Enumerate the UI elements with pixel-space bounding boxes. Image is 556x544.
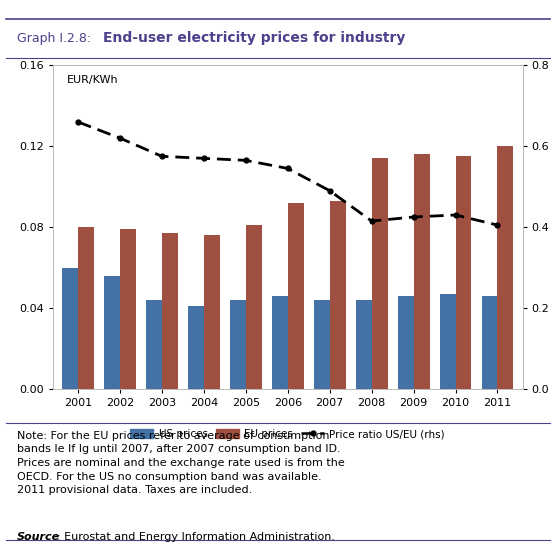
Text: : Eurostat and Energy Information Administration.: : Eurostat and Energy Information Admini… bbox=[57, 532, 335, 542]
Text: End-user electricity prices for industry: End-user electricity prices for industry bbox=[103, 31, 405, 45]
Bar bbox=[356, 300, 371, 389]
Text: Source: Source bbox=[17, 532, 60, 542]
Bar bbox=[455, 156, 471, 389]
Bar bbox=[204, 235, 220, 389]
Text: EUR/KWh: EUR/KWh bbox=[67, 75, 118, 85]
Bar bbox=[330, 201, 346, 389]
Bar bbox=[162, 233, 178, 389]
Bar bbox=[272, 296, 288, 389]
Bar bbox=[120, 229, 136, 389]
Bar bbox=[481, 296, 498, 389]
Bar bbox=[371, 158, 388, 389]
Bar bbox=[104, 276, 120, 389]
Bar bbox=[230, 300, 246, 389]
Bar bbox=[398, 296, 414, 389]
Bar bbox=[246, 225, 262, 389]
Bar bbox=[78, 227, 94, 389]
Text: Note: For the EU prices refer to average of consumption
bands Ie If Ig until 200: Note: For the EU prices refer to average… bbox=[17, 431, 344, 495]
Bar bbox=[314, 300, 330, 389]
Bar bbox=[414, 154, 430, 389]
Bar bbox=[62, 268, 78, 389]
Bar bbox=[288, 203, 304, 389]
Bar bbox=[440, 294, 455, 389]
Legend: US prices, EU prices, Price ratio US/EU (rhs): US prices, EU prices, Price ratio US/EU … bbox=[126, 425, 449, 443]
Bar bbox=[146, 300, 162, 389]
Text: Graph I.2.8:: Graph I.2.8: bbox=[17, 32, 91, 45]
Bar bbox=[498, 146, 513, 389]
Bar bbox=[188, 306, 204, 389]
